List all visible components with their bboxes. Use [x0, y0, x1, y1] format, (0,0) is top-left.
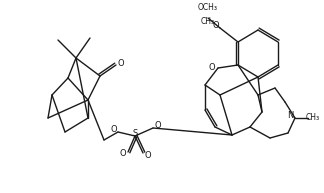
Text: O: O — [145, 151, 151, 159]
Text: O: O — [209, 63, 215, 73]
Text: N: N — [287, 112, 293, 120]
Text: O: O — [120, 150, 126, 158]
Text: S: S — [133, 130, 138, 139]
Text: O: O — [213, 21, 219, 30]
Text: O: O — [118, 58, 124, 68]
Text: CH₃: CH₃ — [306, 113, 320, 123]
Text: O: O — [155, 122, 161, 130]
Text: OCH₃: OCH₃ — [198, 3, 218, 12]
Text: O: O — [111, 125, 117, 135]
Text: CH₃: CH₃ — [201, 16, 215, 25]
